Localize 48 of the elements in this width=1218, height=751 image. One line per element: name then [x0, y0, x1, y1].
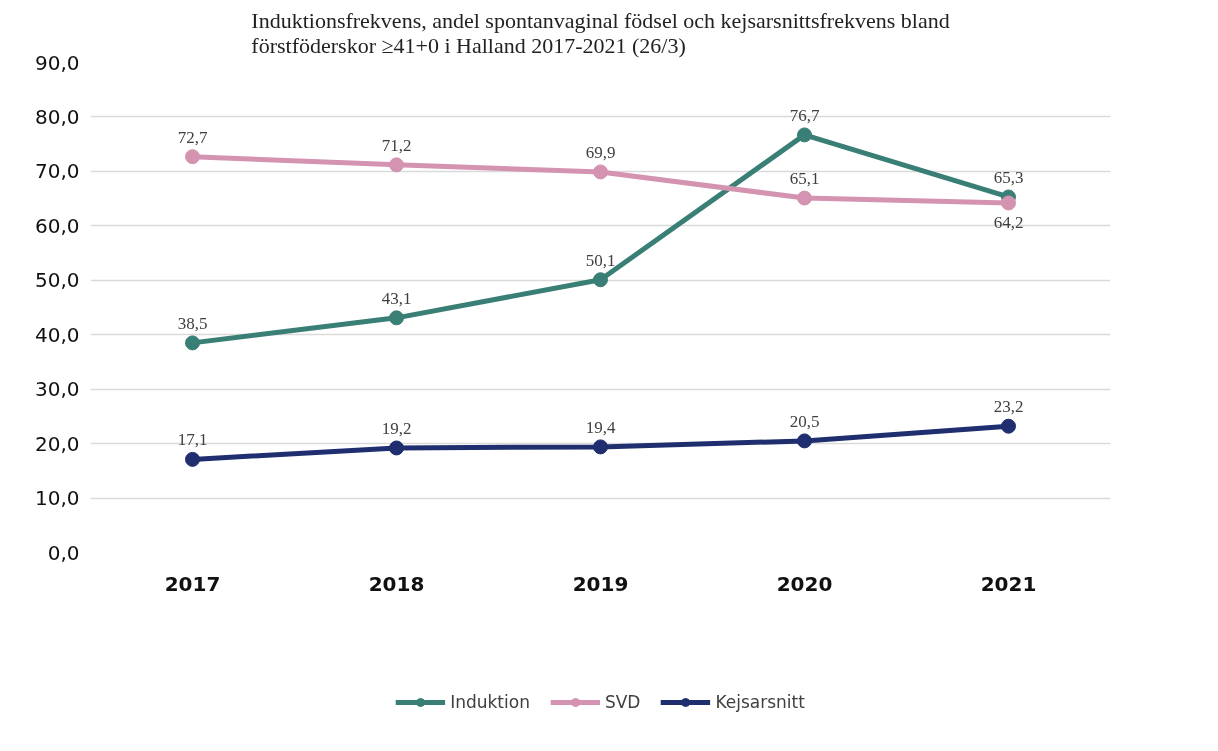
y-tick-label: 0,0: [47, 540, 80, 565]
point: [593, 439, 608, 455]
point: [389, 157, 404, 173]
y-tick-label: 20,0: [34, 431, 80, 456]
point: [593, 164, 608, 180]
y-tick-label: 30,0: [34, 377, 80, 402]
legend-label: SVD: [604, 692, 641, 712]
x-tick-label: 2021: [980, 571, 1037, 596]
data-label: 20,5: [789, 411, 820, 431]
data-label: 50,1: [585, 250, 616, 270]
point: [185, 451, 200, 467]
x-tick-label: 2019: [572, 571, 629, 596]
data-label: 71,2: [381, 135, 412, 155]
point: [797, 433, 812, 449]
data-label: 17,1: [177, 430, 208, 450]
point: [389, 310, 404, 326]
data-label: 72,7: [177, 127, 208, 147]
point: [389, 440, 404, 456]
y-tick-label: 90,0: [34, 50, 80, 75]
data-label: 76,7: [789, 105, 820, 125]
point: [797, 190, 812, 206]
point: [1001, 195, 1016, 211]
data-label: 69,9: [585, 142, 616, 162]
data-label: 65,1: [789, 169, 820, 189]
point: [185, 335, 200, 351]
y-tick-label: 70,0: [34, 159, 80, 184]
data-label: 19,2: [381, 418, 412, 438]
y-tick-label: 60,0: [34, 213, 80, 238]
point: [593, 272, 608, 288]
data-label: 65,3: [993, 167, 1024, 187]
x-tick-label: 2018: [368, 571, 425, 596]
legend-label: Kejsarsnitt: [715, 692, 805, 712]
y-tick-label: 40,0: [34, 322, 80, 347]
y-tick-label: 80,0: [34, 104, 80, 129]
data-label: 19,4: [585, 417, 616, 437]
x-tick-label: 2017: [164, 571, 221, 596]
data-label: 64,2: [993, 212, 1024, 232]
chart-title: Induktionsfrekvens, andel spontanvaginal födsel och kejsarsnittsfrekvens bland förstföderskor ≥41+0 i Halland 2017-2021 (26/3): [251, 7, 950, 58]
data-label: 38,5: [177, 313, 208, 333]
point: [797, 127, 812, 143]
data-label: 23,2: [993, 397, 1024, 417]
y-tick-label: 50,0: [34, 268, 80, 293]
x-tick-label: 2020: [776, 571, 833, 596]
point: [1001, 418, 1016, 434]
y-tick-label: 10,0: [34, 486, 80, 511]
point: [185, 149, 200, 165]
data-label: 43,1: [381, 288, 412, 308]
legend-label: Induktion: [450, 692, 530, 712]
